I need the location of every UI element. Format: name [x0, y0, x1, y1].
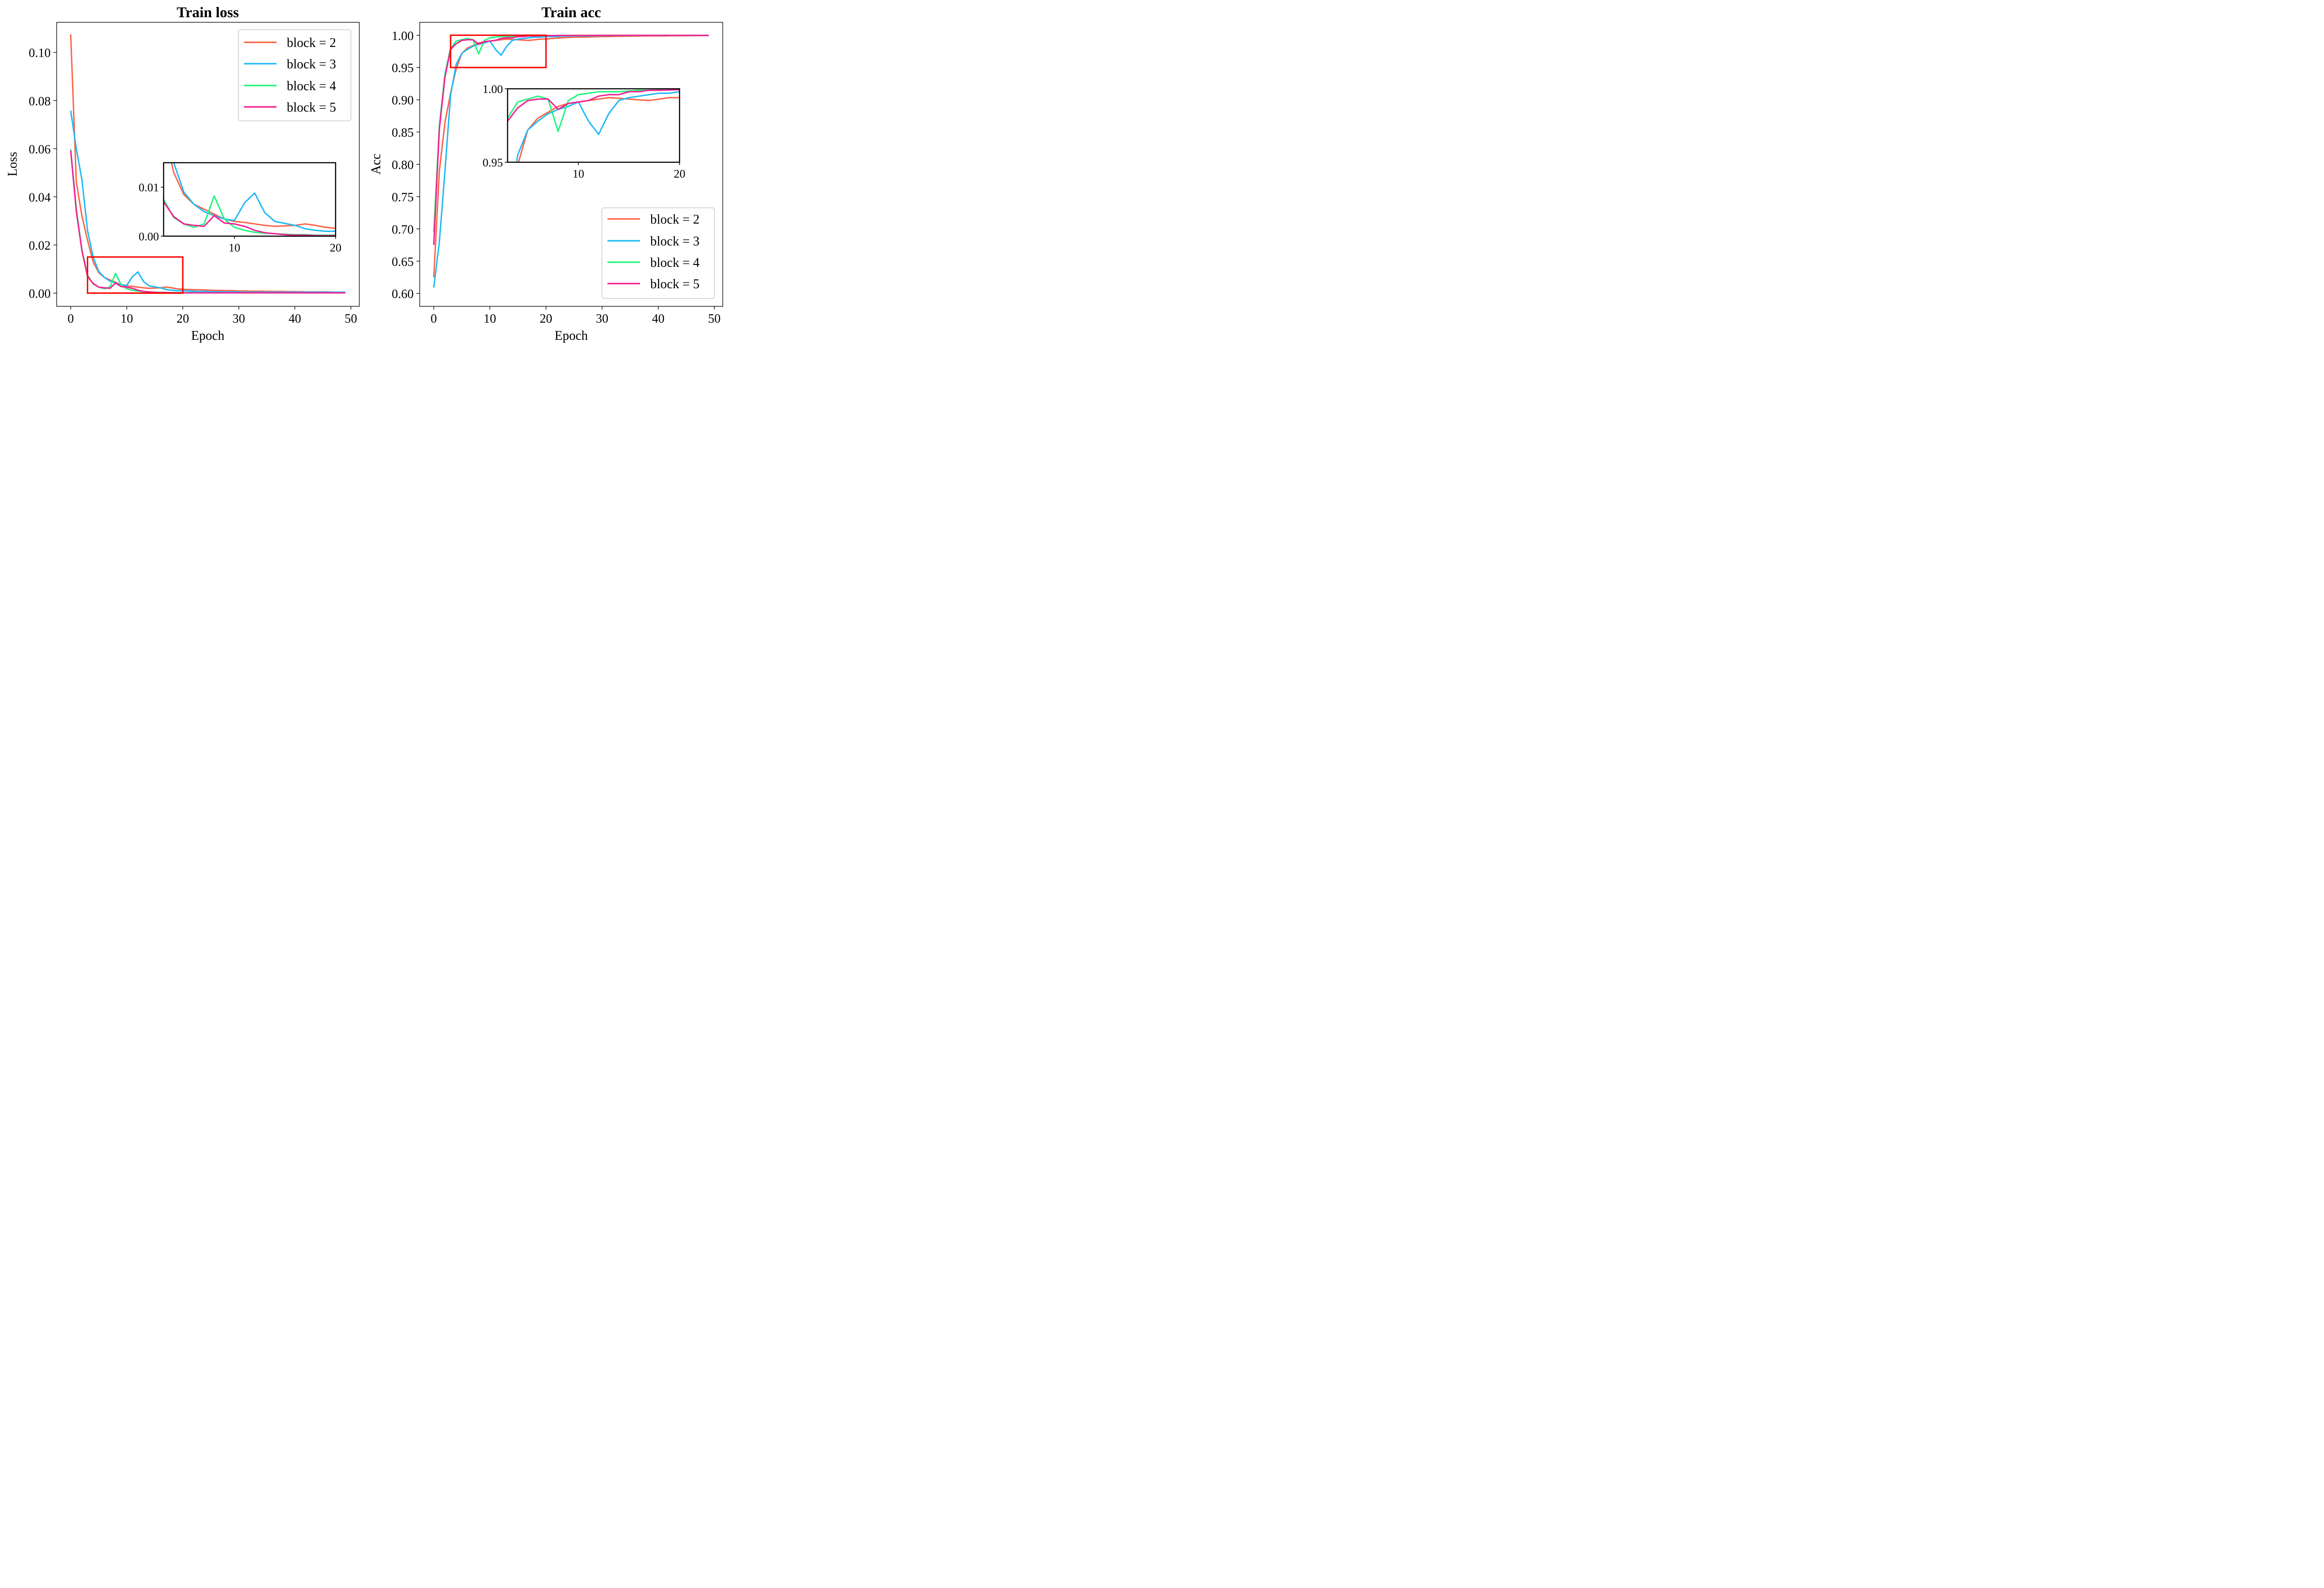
legend: block = 2 block = 3 block = 4 block = 5	[238, 29, 351, 121]
legend-entry: block = 3	[244, 57, 336, 72]
legend-label: block = 2	[650, 212, 700, 227]
y-axis-label: Loss	[6, 152, 20, 177]
x-tick-label: 30	[596, 311, 608, 325]
x-tick-label: 10	[120, 311, 133, 325]
x-tick-label: 20	[540, 311, 552, 325]
inset-zoom-plot: 10 20 0.95 1.00	[482, 83, 686, 180]
inset-zoom-plot: 10 20 0.00 0.01	[139, 162, 342, 254]
x-axis-label: Epoch	[191, 329, 224, 343]
y-tick-label: 0.10	[29, 46, 51, 60]
x-tick-label: 30	[232, 311, 245, 325]
legend-label: block = 4	[650, 256, 700, 270]
legend-entry: block = 4	[244, 79, 336, 93]
inset-background	[508, 89, 680, 162]
x-tick-label: 10	[483, 311, 496, 325]
x-axis-ticks: 0 10 20 30 40 50	[430, 306, 720, 325]
y-tick-label: 0.04	[29, 190, 51, 204]
y-tick-label: 0.70	[392, 222, 414, 236]
legend: block = 2 block = 3 block = 4 block = 5	[601, 207, 715, 299]
inset-series-line	[171, 163, 336, 229]
x-tick-label: 40	[652, 311, 665, 325]
inset-frame	[507, 88, 680, 163]
x-axis-label: Epoch	[555, 329, 588, 343]
inset-frame	[163, 162, 337, 237]
inset-series-line	[518, 97, 680, 162]
inset-series-lines	[164, 163, 336, 236]
series-lines	[70, 34, 345, 294]
figure: Train loss 0 10 20 30 40 50 0.000.020.040.060…	[6, 4, 723, 343]
legend-entry: block = 5	[607, 277, 700, 291]
y-tick-label: 0.60	[392, 287, 414, 301]
zoom-region-box	[86, 256, 184, 294]
legend-label: block = 4	[287, 79, 336, 93]
chart-title: Train loss	[177, 4, 239, 20]
x-tick-label: 20	[177, 311, 189, 325]
x-tick-label: 50	[344, 311, 357, 325]
y-tick-label: 0.06	[29, 142, 51, 156]
inset-y-tick-label: 1.00	[482, 83, 503, 96]
inset-y-tick-label: 0.00	[139, 231, 159, 243]
axes-frame	[56, 22, 360, 307]
inset-y-ticks: 0.00 0.01	[139, 182, 164, 243]
legend-label: block = 5	[650, 277, 700, 291]
x-axis-ticks: 0 10 20 30 40 50	[67, 306, 357, 325]
legend-entry: block = 2	[244, 36, 336, 50]
legend-label: block = 3	[287, 57, 336, 72]
inset-x-ticks: 10 20	[573, 162, 686, 180]
y-tick-label: 0.00	[29, 287, 51, 301]
inset-series-line	[508, 89, 680, 126]
legend-label: block = 3	[650, 234, 700, 249]
series-line	[70, 150, 345, 294]
inset-series-line	[164, 198, 336, 236]
legend-entry: block = 5	[244, 100, 336, 115]
x-tick-label: 40	[289, 311, 301, 325]
inset-series-lines	[508, 89, 680, 162]
legend-entry: block = 3	[607, 234, 700, 249]
inset-series-line	[508, 89, 680, 132]
x-tick-label: 0	[430, 311, 437, 325]
inset-y-ticks: 0.95 1.00	[482, 83, 508, 169]
x-tick-label: 50	[708, 311, 720, 325]
x-tick-label: 0	[67, 311, 74, 325]
legend-box	[601, 207, 715, 299]
inset-y-tick-label: 0.01	[139, 182, 159, 194]
y-tick-label: 0.08	[29, 94, 51, 108]
y-tick-label: 0.75	[392, 190, 414, 204]
inset-x-tick-label: 20	[330, 242, 342, 254]
legend-label: block = 5	[287, 100, 336, 115]
chart-title: Train acc	[541, 4, 601, 20]
y-tick-label: 0.65	[392, 255, 414, 269]
train-loss-panel: Train loss 0 10 20 30 40 50 0.000.020.040.060…	[6, 4, 360, 343]
y-axis-label: Acc	[369, 153, 383, 174]
inset-x-tick-label: 10	[229, 242, 240, 254]
inset-x-ticks: 10 20	[229, 236, 342, 254]
y-axis-ticks: 0.60 0.65 0.70 0.75 0.80 0.85 0.90 0.95 1.00	[392, 29, 420, 301]
y-axis-ticks: 0.00 0.02 0.04 0.06 0.08 0.10	[29, 46, 57, 301]
series-lines	[433, 34, 709, 288]
legend-entry: block = 4	[607, 256, 700, 270]
series-line	[433, 34, 709, 245]
y-tick-label: 0.95	[392, 61, 414, 75]
zoom-region-box	[449, 34, 547, 68]
inset-x-tick-label: 10	[573, 168, 584, 180]
legend-entry: block = 2	[607, 212, 700, 227]
legend-box	[238, 29, 351, 121]
inset-x-tick-label: 20	[674, 168, 686, 180]
train-acc-panel: Train acc 0 10 20 30 40 50 0.600.650.700.750.…	[369, 4, 723, 343]
legend-label: block = 2	[287, 36, 336, 50]
y-tick-label: 0.02	[29, 238, 51, 252]
y-tick-label: 0.80	[392, 158, 414, 172]
y-tick-label: 0.90	[392, 93, 414, 107]
y-tick-label: 1.00	[392, 29, 414, 43]
inset-series-line	[164, 195, 336, 236]
y-tick-label: 0.85	[392, 126, 414, 139]
inset-y-tick-label: 0.95	[482, 157, 503, 169]
